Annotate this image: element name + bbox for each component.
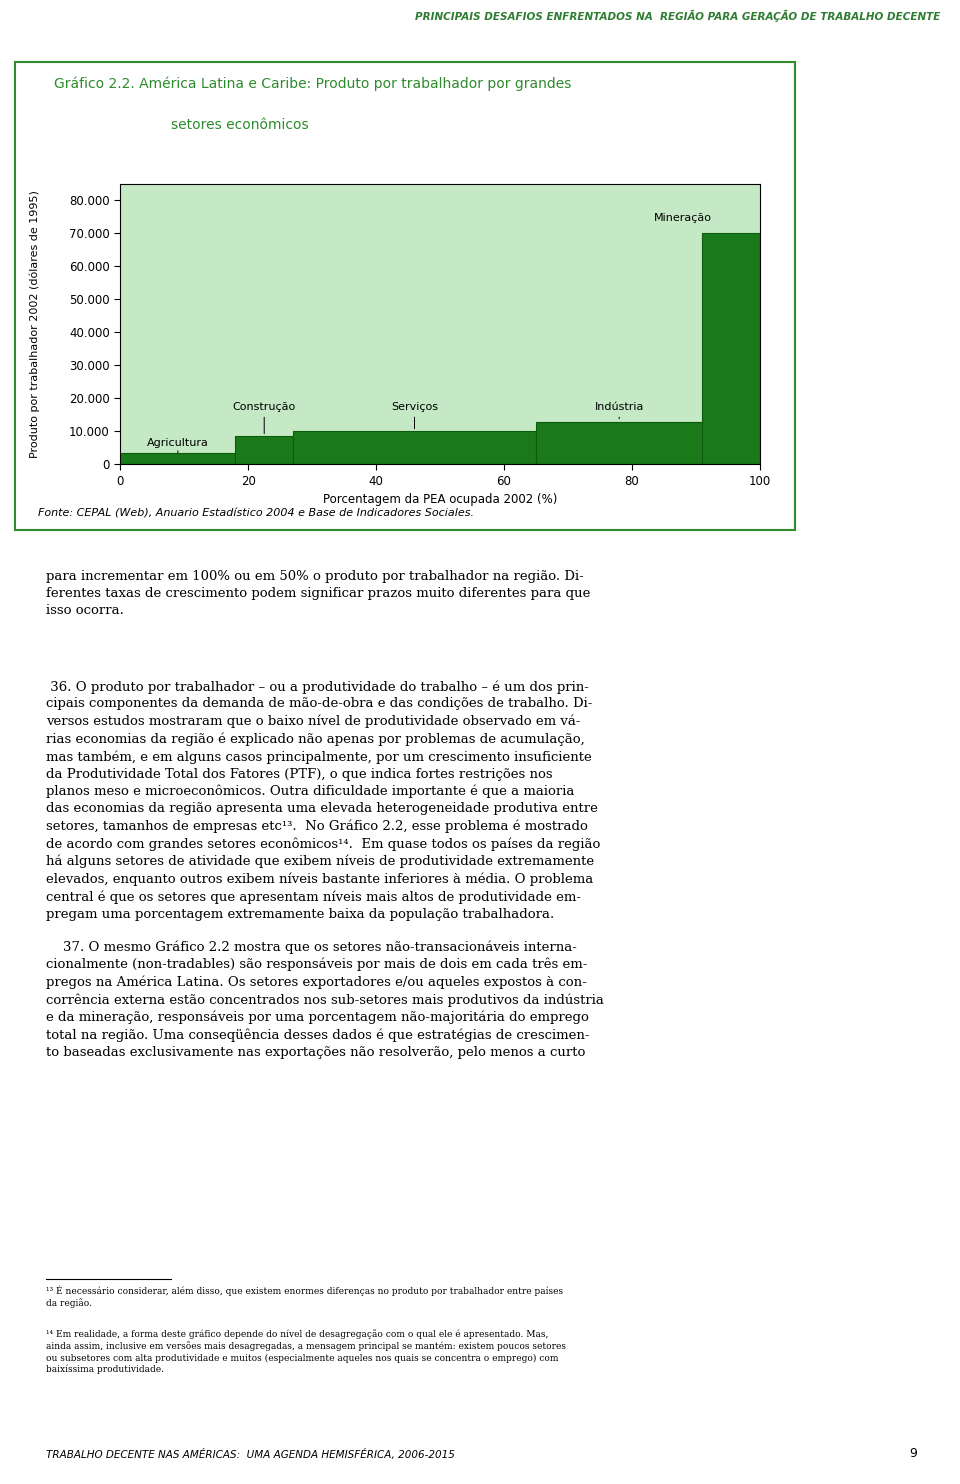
Text: PRINCIPAIS DESAFIOS ENFRENTADOS NA  REGIÃO PARA GERAÇÃO DE TRABALHO DECENTE: PRINCIPAIS DESAFIOS ENFRENTADOS NA REGIÃ… <box>416 10 941 22</box>
Text: 9: 9 <box>909 1447 917 1460</box>
Text: Produto por trabalhador 2002 (dólares de 1995): Produto por trabalhador 2002 (dólares de… <box>29 190 39 459</box>
Text: 37. O mesmo Gráfico 2.2 mostra que os setores não-transacionáveis interna-
ciona: 37. O mesmo Gráfico 2.2 mostra que os se… <box>46 939 604 1060</box>
Text: Agricultura: Agricultura <box>147 438 209 453</box>
Text: Gráfico 2.2. América Latina e Caribe: Produto por trabalhador por grandes: Gráfico 2.2. América Latina e Caribe: Pr… <box>54 76 571 91</box>
Text: Fonte: CEPAL (Web), Anuario Estadístico 2004 e Base de Indicadores Sociales.: Fonte: CEPAL (Web), Anuario Estadístico … <box>38 509 474 518</box>
Text: Serviços: Serviços <box>391 402 438 429</box>
Bar <box>703 233 760 464</box>
X-axis label: Porcentagem da PEA ocupada 2002 (%): Porcentagem da PEA ocupada 2002 (%) <box>323 494 558 506</box>
Bar <box>120 453 235 464</box>
Text: Mineração: Mineração <box>654 214 712 223</box>
Text: para incrementar em 100% ou em 50% o produto por trabalhador na região. Di-
fere: para incrementar em 100% ou em 50% o pro… <box>46 570 590 617</box>
Text: setores econômicos: setores econômicos <box>171 119 308 132</box>
Bar <box>293 432 536 464</box>
Bar <box>536 421 703 464</box>
Text: Indústria: Indústria <box>594 402 644 418</box>
Text: TRABALHO DECENTE NAS AMÉRICAS:  UMA AGENDA HEMISFÉRICA, 2006-2015: TRABALHO DECENTE NAS AMÉRICAS: UMA AGEND… <box>46 1448 455 1460</box>
Text: Construção: Construção <box>232 402 296 433</box>
Text: 36. O produto por trabalhador – ou a produtividade do trabalho – é um dos prin-
: 36. O produto por trabalhador – ou a pro… <box>46 680 600 920</box>
Bar <box>235 436 293 464</box>
Text: ¹³ É necessário considerar, além disso, que existem enormes diferenças no produt: ¹³ É necessário considerar, além disso, … <box>46 1285 564 1307</box>
Text: ¹⁴ Em realidade, a forma deste gráfico depende do nível de desagregação com o qu: ¹⁴ Em realidade, a forma deste gráfico d… <box>46 1330 566 1374</box>
